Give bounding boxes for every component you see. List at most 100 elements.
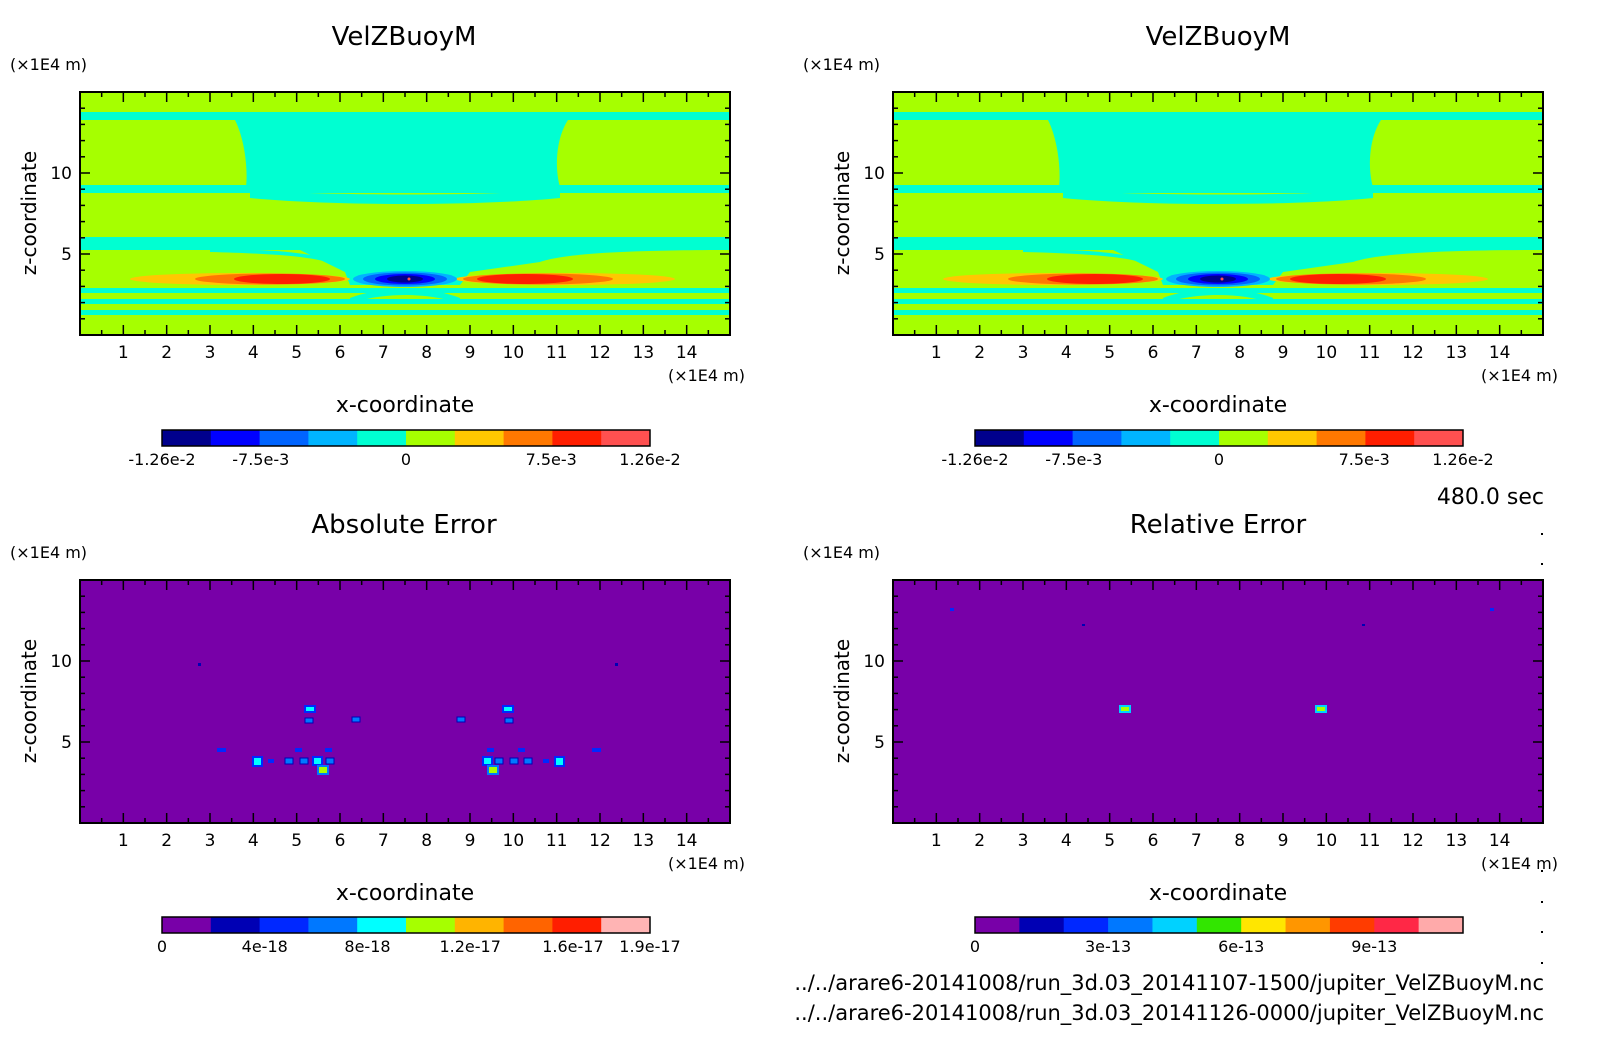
colorbar-segment xyxy=(162,917,212,933)
colorbar-tick-label: -7.5e-3 xyxy=(1045,450,1102,469)
y-unit-label: (×1E4 m) xyxy=(10,543,87,562)
colorbar-segment xyxy=(357,917,407,933)
x-unit-label: (×1E4 m) xyxy=(668,366,745,385)
colorbar-segment xyxy=(1019,917,1065,933)
x-tick-label: 14 xyxy=(676,343,698,363)
error-spots xyxy=(950,608,1494,713)
x-tick-label: 3 xyxy=(205,831,216,851)
colorbar-tick-label: 1.6e-17 xyxy=(542,937,603,956)
x-tick-label: 11 xyxy=(546,831,568,851)
colorbar-segment xyxy=(1196,917,1242,933)
colorbar-segment xyxy=(1121,430,1171,446)
x-tick-label: 7 xyxy=(378,831,389,851)
x-tick-label: 6 xyxy=(335,831,346,851)
colorbar-segment xyxy=(162,430,212,446)
colorbar-segment xyxy=(1316,430,1366,446)
colorbar-segment xyxy=(975,430,1025,446)
x-tick-label: 5 xyxy=(1104,831,1115,851)
colorbar-segment xyxy=(454,430,505,446)
x-tick-label: 12 xyxy=(1402,831,1424,851)
y-unit-label: (×1E4 m) xyxy=(803,543,880,562)
x-tick-label: 5 xyxy=(291,831,302,851)
y-tick-label: 5 xyxy=(874,733,885,753)
edge-dots xyxy=(1541,533,1543,964)
y-unit-label: (×1E4 m) xyxy=(803,55,880,74)
y-unit-label: (×1E4 m) xyxy=(10,55,87,74)
y-tick-label: 10 xyxy=(863,652,885,672)
colorbar-tick-label: 0 xyxy=(1214,450,1224,469)
y-axis-label: z-coordinate xyxy=(830,151,854,275)
colorbar-segment xyxy=(975,917,1020,933)
x-tick-label: 5 xyxy=(1104,343,1115,363)
x-tick-label: 11 xyxy=(1359,343,1381,363)
colorbar-segment xyxy=(1108,917,1153,933)
x-tick-label: 7 xyxy=(1191,343,1202,363)
colorbar-segment xyxy=(601,917,651,933)
colorbar-segment xyxy=(210,917,261,933)
x-unit-label: (×1E4 m) xyxy=(1481,854,1558,873)
colorbar-segment xyxy=(503,917,553,933)
x-tick-label: 9 xyxy=(1278,831,1289,851)
colorbar-segment xyxy=(1418,917,1464,933)
colorbar-tick-label: 9e-13 xyxy=(1351,937,1397,956)
colorbar-frame xyxy=(161,916,651,934)
colorbar-segment xyxy=(308,430,358,446)
x-tick-label: 7 xyxy=(1191,831,1202,851)
x-tick-label: 4 xyxy=(248,343,259,363)
x-tick-label: 14 xyxy=(676,831,698,851)
file-path-2: ../../arare6-20141008/run_3d.03_20141126… xyxy=(794,1001,1544,1026)
x-tick-label: 4 xyxy=(1061,343,1072,363)
x-tick-label: 1 xyxy=(931,343,942,363)
colorbar-tick-label: -1.26e-2 xyxy=(941,450,1008,469)
panel-relative-error: Relative Error (×1E4 m) 1 2 3 4 5 6 7 8 9 10 11 12 1… xyxy=(803,510,1558,956)
colorbar-segment xyxy=(1414,430,1464,446)
y-tick-label: 5 xyxy=(61,733,72,753)
colorbar-segment xyxy=(1329,917,1375,933)
colorbar-tick-label: 0 xyxy=(970,937,980,956)
y-tick-label: 10 xyxy=(50,164,72,184)
colorbar-frame xyxy=(974,429,1464,447)
colorbar-segment xyxy=(601,430,651,446)
colorbar-tick-label: 1.26e-2 xyxy=(1432,450,1493,469)
x-tick-label: 8 xyxy=(421,343,432,363)
x-tick-label: 10 xyxy=(1316,831,1338,851)
colorbar-tick-label: 0 xyxy=(157,937,167,956)
x-tick-label: 5 xyxy=(291,343,302,363)
y-tick-label: 10 xyxy=(863,164,885,184)
y-axis-label: z-coordinate xyxy=(17,151,41,275)
y-tick-label: 5 xyxy=(874,245,885,265)
colorbar-segment xyxy=(1374,917,1420,933)
x-tick-label: 1 xyxy=(931,831,942,851)
x-tick-label: 13 xyxy=(1446,831,1468,851)
colorbar-tick-label: -7.5e-3 xyxy=(232,450,289,469)
colorbar-frame xyxy=(974,916,1464,934)
x-axis-label: x-coordinate xyxy=(336,881,474,906)
plot-area xyxy=(80,92,730,335)
colorbar-segment xyxy=(308,917,358,933)
x-tick-label: 11 xyxy=(546,343,568,363)
x-tick-label: 4 xyxy=(1061,831,1072,851)
colorbar-segment xyxy=(210,430,261,446)
x-tick-label: 6 xyxy=(1148,831,1159,851)
x-tick-label: 2 xyxy=(161,831,172,851)
x-tick-label: 12 xyxy=(589,831,611,851)
x-tick-label: 12 xyxy=(589,343,611,363)
time-label: 480.0 sec xyxy=(1437,485,1544,510)
x-tick-label: 11 xyxy=(1359,831,1381,851)
x-tick-label: 1 xyxy=(118,343,129,363)
colorbar-tick-label: -1.26e-2 xyxy=(128,450,195,469)
colorbar-tick-label: 8e-18 xyxy=(344,937,390,956)
x-tick-label: 13 xyxy=(633,343,655,363)
x-tick-label: 1 xyxy=(118,831,129,851)
colorbar-frame xyxy=(161,429,651,447)
x-tick-label: 10 xyxy=(503,343,525,363)
y-tick-label: 5 xyxy=(61,245,72,265)
x-axis-label: x-coordinate xyxy=(336,393,474,418)
colorbar-segment xyxy=(552,430,602,446)
colorbar-tick-label: 1.9e-17 xyxy=(619,937,680,956)
x-tick-label: 3 xyxy=(1018,343,1029,363)
plot-area xyxy=(893,580,1543,823)
colorbar-segment xyxy=(503,430,553,446)
